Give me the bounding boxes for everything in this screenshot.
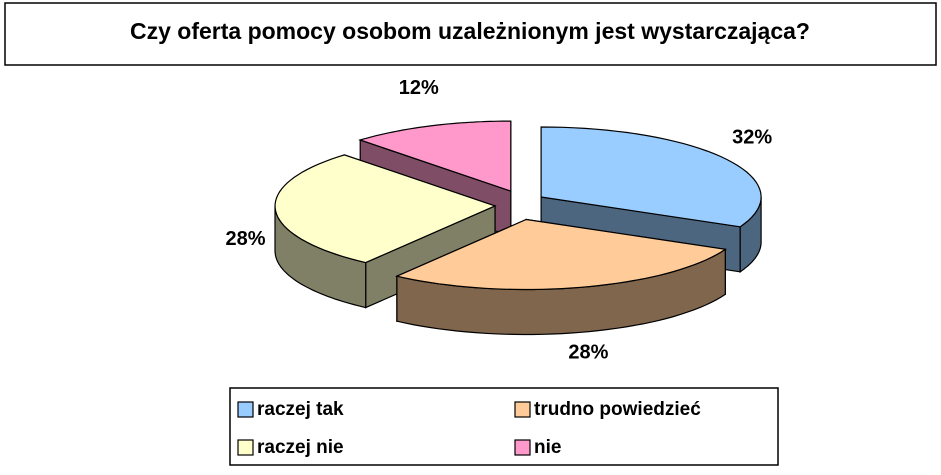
- legend-label: trudno powiedzieć: [534, 399, 701, 420]
- legend-swatch: [514, 401, 531, 418]
- slice-top: [358, 120, 512, 192]
- slice-top: [394, 218, 727, 291]
- slice-top: [274, 154, 497, 264]
- legend-label: raczej nie: [257, 437, 344, 458]
- data-label: 32%: [732, 126, 772, 148]
- data-label: 12%: [399, 77, 439, 99]
- legend-swatch: [237, 439, 254, 456]
- data-label: 28%: [568, 341, 608, 363]
- legend-swatch: [514, 439, 531, 456]
- legend-box: [229, 387, 779, 466]
- slice-top: [540, 126, 762, 228]
- slice: [394, 218, 727, 336]
- chart-title: Czy oferta pomocy osobom uzależnionym je…: [130, 18, 810, 44]
- legend-label: raczej tak: [257, 399, 344, 420]
- title-box: [4, 2, 937, 66]
- legend-label: nie: [534, 437, 561, 458]
- data-label: 28%: [226, 228, 266, 250]
- legend-swatch: [237, 401, 254, 418]
